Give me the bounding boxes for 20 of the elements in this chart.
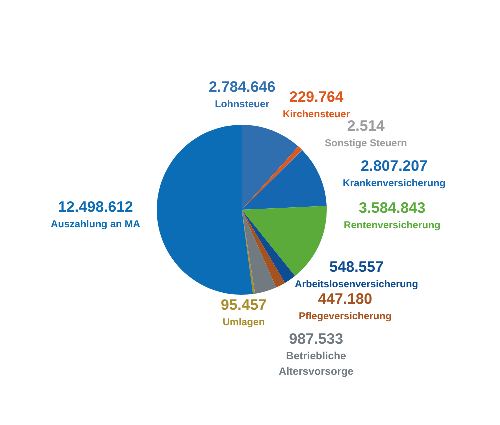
data-label: 12.498.612 (58, 199, 134, 216)
slice-label: Betriebliche Altersvorsorge (279, 350, 354, 378)
data-label: 2.784.646 (209, 79, 276, 96)
slice-label: Krankenversicherung (343, 178, 446, 190)
slice-label: Arbeitslosenversicherung (295, 280, 418, 291)
data-label: 229.764 (290, 89, 344, 106)
data-label: 2.807.207 (361, 158, 428, 175)
slice-label: Rentenversicherung (344, 220, 441, 232)
slice-label: Pflegeversicherung (299, 312, 392, 323)
slice-label: Kirchensteuer (283, 110, 350, 121)
data-label: 447.180 (318, 291, 373, 308)
data-label: 95.457 (221, 297, 267, 314)
slice-label: Umlagen (222, 318, 266, 329)
slice-label: Sonstige Steuern (325, 138, 408, 150)
slice-label: Lohnsteuer (215, 100, 270, 111)
data-label: 2.514 (347, 118, 386, 135)
data-label: 548.557 (330, 259, 384, 276)
data-label: 987.533 (289, 331, 344, 348)
slice-label: Auszahlung an MA (51, 220, 140, 231)
data-label: 3.584.843 (358, 200, 426, 217)
